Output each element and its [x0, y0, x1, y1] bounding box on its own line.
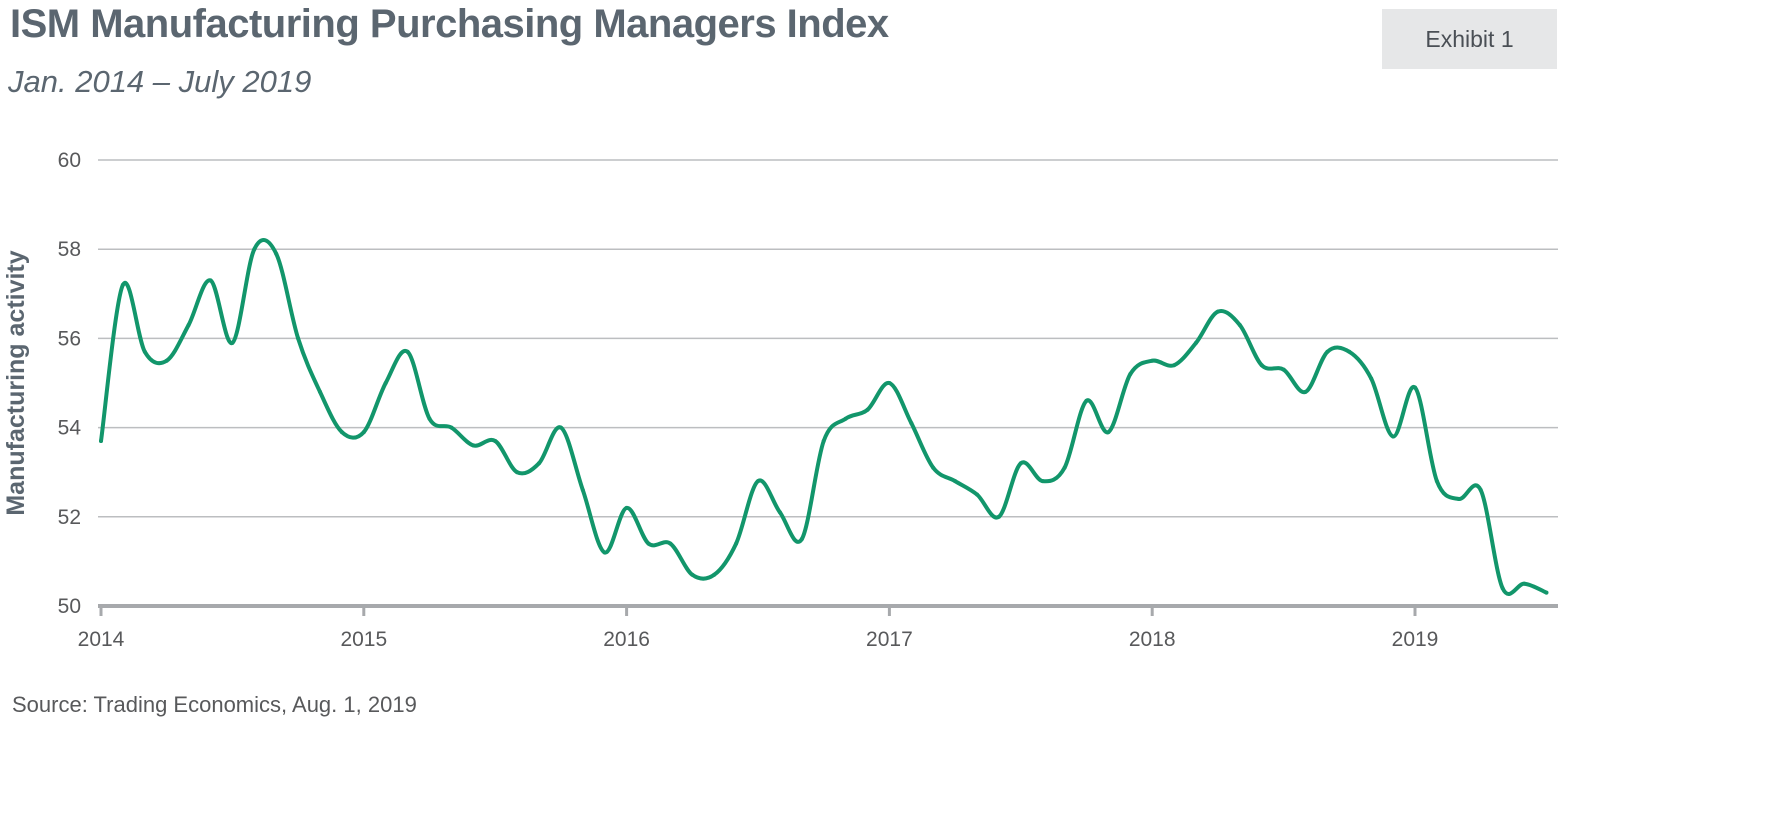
data-point [274, 251, 279, 256]
y-axis-ticks: 50 52 54 56 58 60 [58, 149, 82, 618]
data-point [1391, 434, 1396, 439]
data-point [164, 358, 169, 363]
data-point [646, 541, 651, 546]
data-point [515, 470, 520, 475]
data-point [1544, 590, 1549, 595]
x-tick-label: 2018 [1129, 628, 1176, 651]
chart-title: ISM Manufacturing Purchasing Managers In… [10, 2, 889, 46]
data-point [1413, 385, 1417, 390]
data-point [931, 465, 936, 470]
data-point [405, 349, 410, 354]
series-line [99, 238, 1549, 596]
data-point [734, 541, 739, 546]
data-point [230, 340, 235, 345]
data-point [602, 550, 607, 555]
data-point [120, 282, 125, 287]
data-point [1281, 367, 1286, 372]
data-point [821, 439, 826, 443]
data-point [843, 416, 848, 421]
data-point [799, 537, 804, 542]
data-point [1303, 389, 1308, 394]
y-tick-label: 50 [58, 595, 81, 618]
data-point [580, 488, 585, 492]
data-point [975, 492, 979, 497]
data-point [865, 407, 870, 412]
data-point [1456, 497, 1461, 501]
data-point [1434, 479, 1439, 484]
data-point [1522, 581, 1527, 586]
data-point [690, 572, 695, 577]
data-point [1172, 363, 1177, 368]
chart-subtitle: Jan. 2014 – July 2019 [8, 64, 312, 99]
data-point [1237, 323, 1242, 327]
data-point [1106, 430, 1111, 435]
data-point [1500, 586, 1505, 591]
data-point [1259, 363, 1264, 368]
y-axis-label: Manufacturing activity [2, 250, 30, 515]
data-point [537, 461, 541, 466]
data-point [909, 421, 914, 426]
data-point [1215, 309, 1220, 314]
series-layer [99, 238, 1549, 596]
data-point [1194, 340, 1198, 345]
data-point [318, 389, 322, 394]
data-point [1150, 358, 1155, 363]
x-axis-ticks: 2014 2015 2016 2017 2018 2019 [78, 606, 1439, 651]
y-tick-label: 56 [58, 327, 81, 350]
data-point [1040, 479, 1045, 484]
y-tick-label: 54 [58, 417, 82, 440]
data-point [208, 278, 213, 283]
data-point [1369, 376, 1374, 381]
x-tick-label: 2015 [340, 628, 387, 651]
data-point [668, 541, 673, 546]
x-tick-label: 2019 [1392, 628, 1439, 651]
data-point [1062, 465, 1067, 470]
data-point [1347, 349, 1352, 354]
data-point [449, 425, 454, 430]
data-point [99, 439, 103, 443]
data-point [361, 430, 366, 435]
data-point [296, 336, 301, 341]
data-point [887, 381, 892, 385]
data-point [558, 425, 563, 430]
data-point [252, 247, 257, 252]
data-point [493, 439, 498, 443]
data-point [777, 510, 782, 515]
source-note: Source: Trading Economics, Aug. 1, 2019 [12, 692, 417, 717]
data-point [1478, 488, 1483, 492]
data-point [1128, 372, 1133, 377]
exhibit-badge: Exhibit 1 [1382, 9, 1557, 69]
x-tick-label: 2014 [78, 628, 125, 651]
data-point [712, 572, 717, 577]
y-tick-label: 52 [58, 506, 81, 529]
data-point [756, 479, 760, 484]
x-tick-label: 2017 [866, 628, 913, 651]
data-point [1084, 398, 1089, 403]
data-point [953, 479, 958, 484]
data-point [624, 505, 629, 510]
data-point [427, 416, 432, 421]
data-point [383, 381, 388, 385]
gridlines [98, 159, 1558, 518]
y-tick-label: 58 [58, 238, 81, 261]
x-tick-label: 2016 [603, 628, 650, 651]
data-point [339, 430, 344, 435]
data-point [471, 443, 476, 448]
data-point [996, 514, 1001, 519]
data-point [186, 323, 191, 327]
data-point [142, 349, 147, 354]
y-tick-label: 60 [58, 149, 81, 172]
data-point [1325, 349, 1330, 354]
data-point [1018, 461, 1023, 466]
